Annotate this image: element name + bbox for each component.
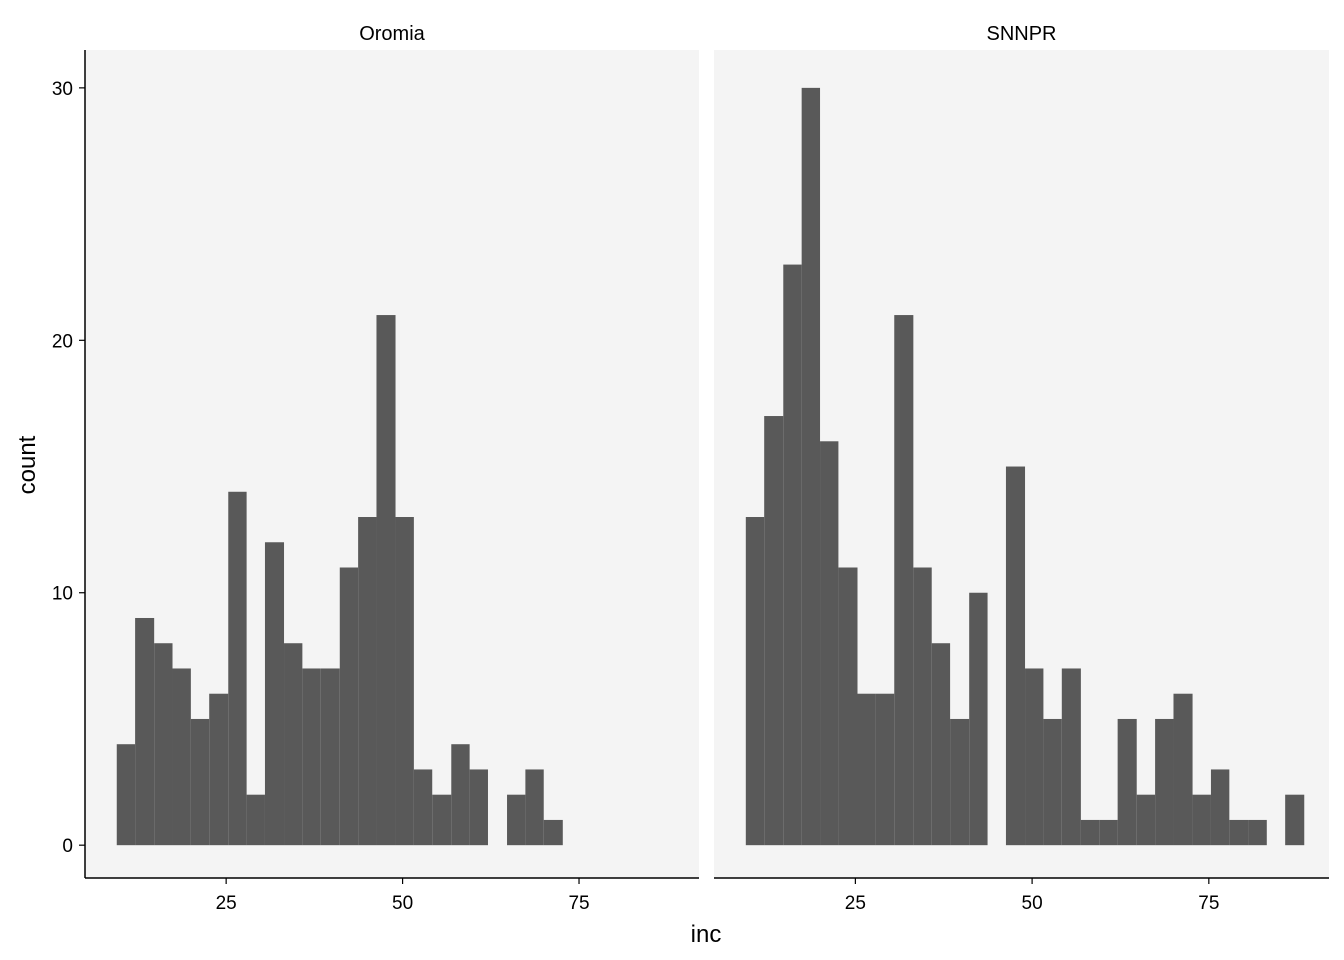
- histogram-bar: [764, 416, 784, 846]
- histogram-bar: [894, 315, 914, 846]
- histogram-bar: [1099, 819, 1118, 846]
- x-tick-label: 50: [392, 893, 413, 914]
- histogram-bar: [395, 517, 414, 846]
- histogram-bar: [432, 794, 452, 846]
- histogram-bar: [228, 491, 247, 846]
- histogram-bar: [1136, 794, 1156, 846]
- x-tick-label: 25: [845, 893, 866, 914]
- histogram-bar: [172, 668, 191, 846]
- histogram-bar: [320, 668, 340, 846]
- histogram-bar: [1173, 693, 1193, 846]
- histogram-bar: [838, 567, 858, 846]
- histogram-bar: [1117, 718, 1137, 846]
- histogram-bar: [413, 769, 433, 846]
- histogram-bar: [376, 315, 396, 846]
- histogram-bar: [801, 87, 821, 846]
- x-tick-label: 50: [1022, 893, 1043, 914]
- y-tick-label: 20: [52, 331, 73, 352]
- histogram-bar: [1043, 718, 1062, 846]
- histogram-bar: [190, 718, 210, 846]
- histogram-bar: [1248, 819, 1267, 846]
- histogram-bar: [135, 617, 155, 846]
- histogram-bar: [820, 441, 839, 846]
- histogram-bar: [451, 744, 470, 846]
- y-tick-label: 10: [52, 584, 73, 605]
- y-axis: 0 10 20 30: [52, 50, 86, 878]
- histogram-bar: [154, 643, 173, 846]
- histogram-bar: [1061, 668, 1081, 846]
- histogram-bar: [1025, 668, 1044, 846]
- histogram-bar: [931, 643, 951, 846]
- histogram-bar: [857, 693, 876, 846]
- x-tick-label: 75: [1198, 893, 1219, 914]
- panels: Oromia 25 50 75 SNNPR 25 50 75: [85, 23, 1329, 914]
- histogram-bar: [358, 517, 377, 846]
- histogram-bar: [302, 668, 321, 846]
- histogram-bar: [913, 567, 932, 846]
- histogram-bar: [1229, 819, 1249, 846]
- y-axis-title: count: [14, 435, 41, 494]
- histogram-bar: [525, 769, 544, 846]
- histogram-bar: [1155, 718, 1174, 846]
- histogram-bar: [284, 643, 303, 846]
- y-tick-label: 0: [62, 836, 73, 857]
- x-tick-label: 25: [216, 893, 237, 914]
- histogram-bar: [969, 592, 988, 846]
- histogram-bar: [209, 693, 229, 846]
- histogram-bar: [875, 693, 895, 846]
- histogram-bar: [507, 794, 526, 846]
- histogram-bar: [783, 264, 802, 846]
- histogram-bar: [339, 567, 359, 846]
- histogram-bar: [469, 769, 488, 846]
- histogram-bar: [1192, 794, 1211, 846]
- facet-strip-label: Oromia: [359, 23, 425, 45]
- panel-snnpr: SNNPR 25 50 75: [714, 23, 1329, 914]
- histogram-bar: [1005, 466, 1026, 846]
- histogram-bar: [116, 744, 136, 846]
- histogram-bar: [745, 517, 765, 846]
- histogram-bar: [264, 542, 285, 846]
- x-tick-label: 75: [568, 893, 589, 914]
- histogram-bar: [246, 794, 265, 846]
- histogram-bar: [1285, 794, 1305, 846]
- histogram-bar: [1080, 819, 1100, 846]
- facet-strip-label: SNNPR: [986, 23, 1056, 45]
- x-axis-title: inc: [691, 921, 722, 948]
- panel-oromia: Oromia 25 50 75: [85, 23, 699, 914]
- y-tick-label: 30: [52, 79, 73, 100]
- histogram-bar: [1210, 769, 1230, 846]
- histogram-bar: [543, 819, 563, 846]
- histogram-bar: [950, 718, 970, 846]
